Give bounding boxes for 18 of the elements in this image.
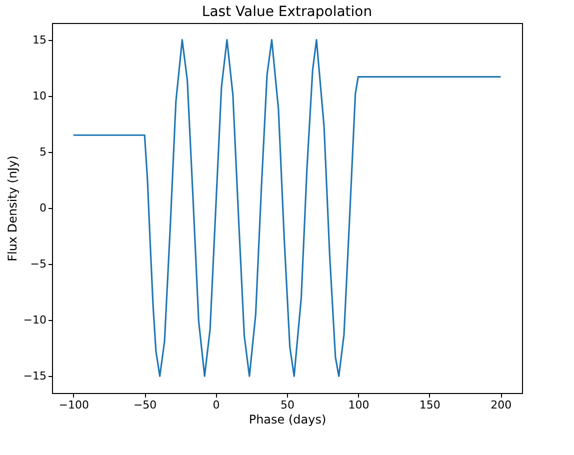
x-axis-title: Phase (days) — [248, 412, 326, 426]
x-tick-label: 100 — [348, 398, 370, 412]
line-series — [72, 39, 502, 377]
y-tick-label: 10 — [32, 89, 46, 102]
x-tick-label: 200 — [490, 398, 512, 412]
y-axis-title: Flux Density (nJy) — [5, 156, 20, 262]
x-tick-label: −50 — [133, 398, 157, 412]
y-tick-label: 15 — [32, 33, 46, 46]
y-tick-label: 5 — [40, 145, 46, 158]
x-tick-label: −100 — [58, 398, 89, 412]
x-tick-label: 50 — [280, 398, 294, 412]
chart-title: Last Value Extrapolation — [202, 4, 372, 20]
y-tick-label: −5 — [30, 258, 46, 271]
x-tick-label: 0 — [212, 398, 220, 412]
x-tick-label: 150 — [419, 398, 440, 412]
y-tick-label: −10 — [23, 314, 46, 327]
y-tick-label: −15 — [23, 370, 46, 383]
y-tick-label: 0 — [40, 202, 46, 214]
